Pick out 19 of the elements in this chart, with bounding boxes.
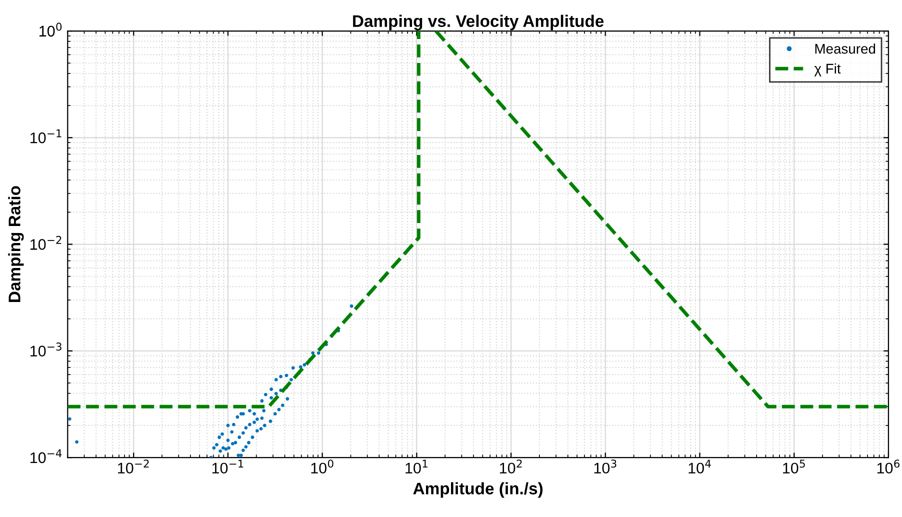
x-tick-label: 10$^{1}$ [406, 460, 428, 474]
x-tick-label: 10$^{4}$ [688, 460, 711, 474]
y-tick-label: 10$^{−2}$ [30, 236, 62, 250]
legend-label: Measured [815, 44, 876, 54]
x-tick-label: 10$^{−1}$ [212, 460, 244, 474]
y-tick-label: 10$^{0}$ [40, 22, 62, 37]
chart-title: Damping vs. Velocity Amplitude [353, 14, 604, 30]
x-tick-label: 10$^{6}$ [877, 460, 900, 474]
x-tick-label: 10$^{0}$ [311, 460, 334, 474]
y-tick-label: 10$^{−1}$ [30, 129, 62, 144]
y-tick-label: 10$^{−3}$ [30, 342, 62, 356]
x-axis-title: Amplitude (in./s) [413, 482, 543, 498]
x-tick-label: 10$^{3}$ [594, 460, 616, 474]
legend-label: χ Fit [814, 63, 841, 76]
x-tick-label: 10$^{5}$ [783, 460, 805, 474]
y-tick-label: 10$^{−4}$ [30, 449, 62, 464]
x-tick-label: 10$^{2}$ [500, 460, 522, 474]
y-axis-title: Damping Ratio [8, 186, 24, 302]
x-tick-label: 10$^{−2}$ [118, 460, 149, 474]
